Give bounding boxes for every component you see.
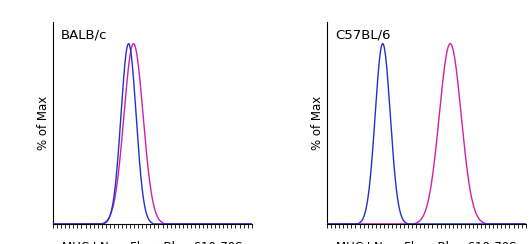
Y-axis label: % of Max: % of Max	[37, 96, 50, 150]
Y-axis label: % of Max: % of Max	[311, 96, 324, 150]
Text: BALB/c: BALB/c	[61, 28, 108, 41]
Text: MHC I NovaFluor Blue 610-70S: MHC I NovaFluor Blue 610-70S	[62, 241, 243, 244]
Text: MHC I NovaFluor Blue 610-70S: MHC I NovaFluor Blue 610-70S	[336, 241, 517, 244]
Text: C57BL/6: C57BL/6	[335, 28, 391, 41]
